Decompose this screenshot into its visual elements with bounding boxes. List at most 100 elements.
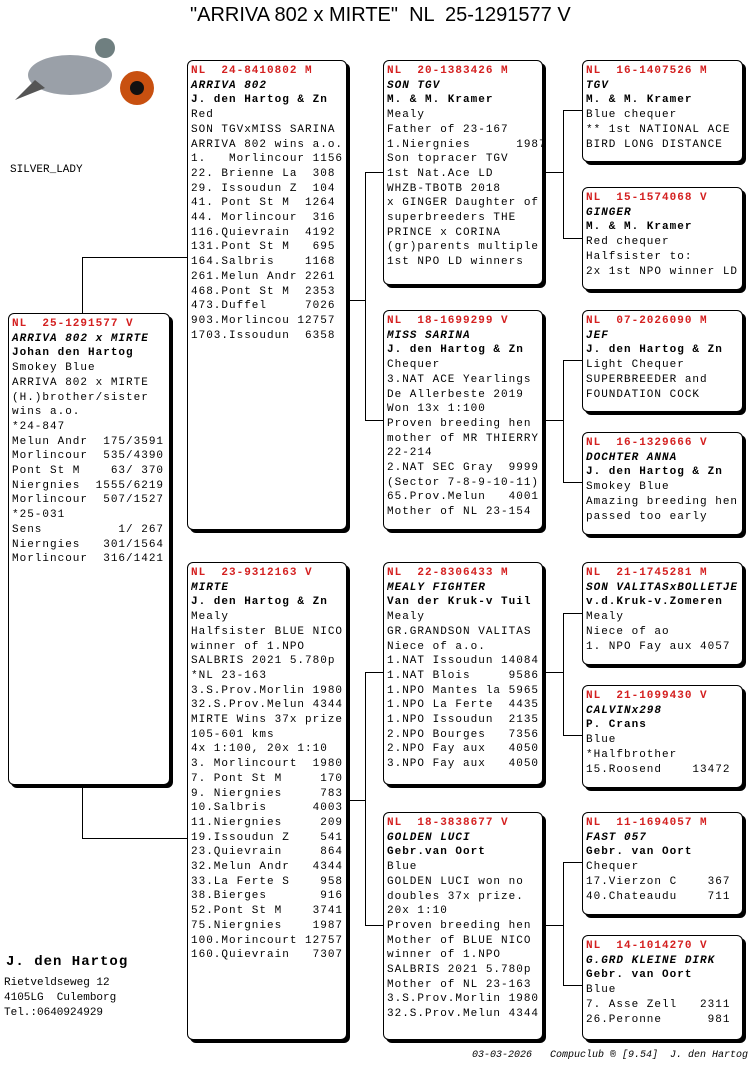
info-line: SALBRIS 2021 5.780p	[191, 655, 336, 668]
info-line: 9. Niergnies 783	[191, 787, 344, 800]
info-line: 160.Quievrain 7307	[191, 949, 344, 962]
pigeon-name: SON TGV	[387, 79, 441, 92]
info-line: Morlincour 507/1527	[12, 494, 165, 507]
info-line: Blue	[586, 984, 617, 997]
pigeon-name: ARRIVA 802 x MIRTE	[12, 332, 149, 345]
info-line: ** 1st NATIONAL ACE	[586, 123, 731, 136]
ring-number: NL 23-9312163 V	[191, 567, 313, 579]
info-line: Amazing breeding hen	[586, 495, 739, 508]
info-line: Chequer	[387, 359, 441, 372]
pigeon-name: MISS SARINA	[387, 329, 471, 342]
info-line: 261.Melun Andr 2261	[191, 270, 336, 283]
connector	[365, 925, 383, 926]
info-line: SUPERBREEDER and	[586, 373, 708, 386]
connector	[563, 862, 564, 985]
info-line: Niece of ao	[586, 625, 670, 638]
connector	[543, 672, 563, 673]
info-line: 2x 1st NPO winner LD	[586, 265, 739, 278]
info-line: 2.NPO Fay aux 4050	[387, 743, 540, 756]
info-line: 15.Roosend 13472	[586, 763, 731, 776]
pigeon-card: NL 25-1291577 V ARRIVA 802 x MIRTE Johan d…	[8, 313, 170, 785]
pigeon-name: ARRIVA 802	[191, 79, 268, 92]
connector	[365, 672, 366, 925]
pigeon-name: GOLDEN LUCI	[387, 831, 471, 844]
info-line: 1. NPO Fay aux 4057	[586, 640, 731, 653]
info-line: *24-847	[12, 420, 66, 433]
info-line: Blue	[586, 734, 617, 747]
owner: J. den Hartog & Zn	[191, 94, 328, 107]
info-line: SON TGVxMISS SARINA	[191, 123, 336, 136]
ring-number: NL 25-1291577 V	[12, 318, 134, 330]
pigeon-card: NL 23-9312163 V MIRTE J. den Hartog & Zn Me…	[187, 562, 347, 1040]
info-line: 1. Morlincour 1156	[191, 153, 344, 166]
info-line: 164.Salbris 1168	[191, 256, 336, 269]
owner: J. den Hartog & Zn	[387, 344, 524, 357]
info-line: 32.S.Prov.Melun 4344	[191, 699, 344, 712]
info-line: *NL 23-163	[191, 669, 268, 682]
connector	[563, 238, 582, 239]
info-line: Nierngies 301/1564	[12, 538, 165, 551]
info-line: 2.NAT SEC Gray 9999	[387, 462, 540, 475]
connector	[563, 985, 582, 986]
info-line: Mealy	[586, 611, 625, 624]
info-line: superbreeders THE	[387, 212, 517, 225]
pigeon-card: NL 24-8410802 M ARRIVA 802 J. den Hartog &…	[187, 60, 347, 530]
info-line: 903.Morlincou 12757	[191, 314, 336, 327]
info-line: Blue	[387, 861, 418, 874]
connector	[543, 420, 563, 421]
info-line: (gr)parents multiple	[387, 241, 540, 254]
info-line: 7. Pont St M 170	[191, 772, 344, 785]
info-line: Mealy	[387, 109, 426, 122]
connector	[563, 482, 582, 483]
info-line: FOUNDATION COCK	[586, 388, 701, 401]
info-line: 1.NPO Issoudun 2135	[387, 714, 540, 727]
info-line: Proven breeding hen	[387, 919, 532, 932]
connector	[347, 300, 365, 301]
info-line: Light Chequer	[586, 359, 685, 372]
info-line: Smokey Blue	[12, 362, 96, 375]
info-line: *Halfbrother	[586, 748, 678, 761]
pigeon-card: NL 21-1099430 V CALVINx298 P. Crans Blue *Ha…	[582, 685, 743, 788]
info-line: x GINGER Daughter of	[387, 197, 540, 210]
info-line: 3.NAT ACE Yearlings	[387, 373, 532, 386]
info-line: Niece of a.o.	[387, 640, 486, 653]
info-line: 3. Morlincourt 1980	[191, 758, 344, 771]
info-line: mother of MR THIERRY	[387, 432, 540, 445]
connector	[347, 800, 365, 801]
pigeon-card: NL 11-1694057 M FAST 057 Gebr. van Oort Che…	[582, 812, 743, 915]
info-line: Halfsister BLUE NICO	[191, 625, 344, 638]
info-line: 20x 1:10	[387, 905, 448, 918]
pigeon-name: CALVINx298	[586, 704, 663, 717]
info-line: Mother of BLUE NICO	[387, 934, 532, 947]
pigeon-card: NL 15-1574068 V GINGER M. & M. Kramer Red c…	[582, 187, 743, 290]
info-line: Morlincour 535/4390	[12, 450, 165, 463]
info-line: 3.S.Prov.Morlin 1980	[191, 684, 344, 697]
owner: M. & M. Kramer	[387, 94, 494, 107]
connector	[563, 360, 582, 361]
info-line: Mealy	[387, 611, 426, 624]
info-line: MIRTE Wins 37x prize	[191, 714, 344, 727]
footer: 03-03-2026 Compuclub ® [9.54] J. den Har…	[471, 1050, 748, 1061]
info-line: Red	[191, 109, 214, 122]
info-line: Mother of NL 23-163	[387, 978, 532, 991]
info-line: 33.La Ferte S 958	[191, 875, 344, 888]
ring-number: NL 18-3838677 V	[387, 817, 509, 829]
pigeon-card: NL 18-1699299 V MISS SARINA J. den Hartog …	[383, 310, 543, 530]
info-line: 1703.Issoudun 6358	[191, 329, 336, 342]
pigeon-card: NL 22-8306433 M MEALY FIGHTER Van der Kruk…	[383, 562, 543, 785]
owner: J. den Hartog & Zn	[586, 344, 723, 357]
info-line: Pont St M 63/ 370	[12, 465, 165, 478]
info-line: Mother of NL 23-154	[387, 506, 532, 519]
pigeon-name: G.GRD KLEINE DIRK	[586, 954, 716, 967]
pigeon-card: NL 14-1014270 V G.GRD KLEINE DIRK Gebr. va…	[582, 935, 743, 1040]
info-line: 1st Nat.Ace LD	[387, 167, 494, 180]
owner: Gebr. van Oort	[586, 969, 693, 982]
owner: Gebr. van Oort	[586, 846, 693, 859]
ring-number: NL 21-1745281 M	[586, 567, 708, 579]
owner: J. den Hartog & Zn	[191, 596, 328, 609]
connector	[82, 785, 83, 838]
logo	[10, 10, 160, 120]
title: "ARRIVA 802 x MIRTE" NL 25-1291577 V	[190, 4, 571, 26]
info-line: 1st NPO LD winners	[387, 256, 524, 269]
info-line: 41. Pont St M 1264	[191, 197, 336, 210]
